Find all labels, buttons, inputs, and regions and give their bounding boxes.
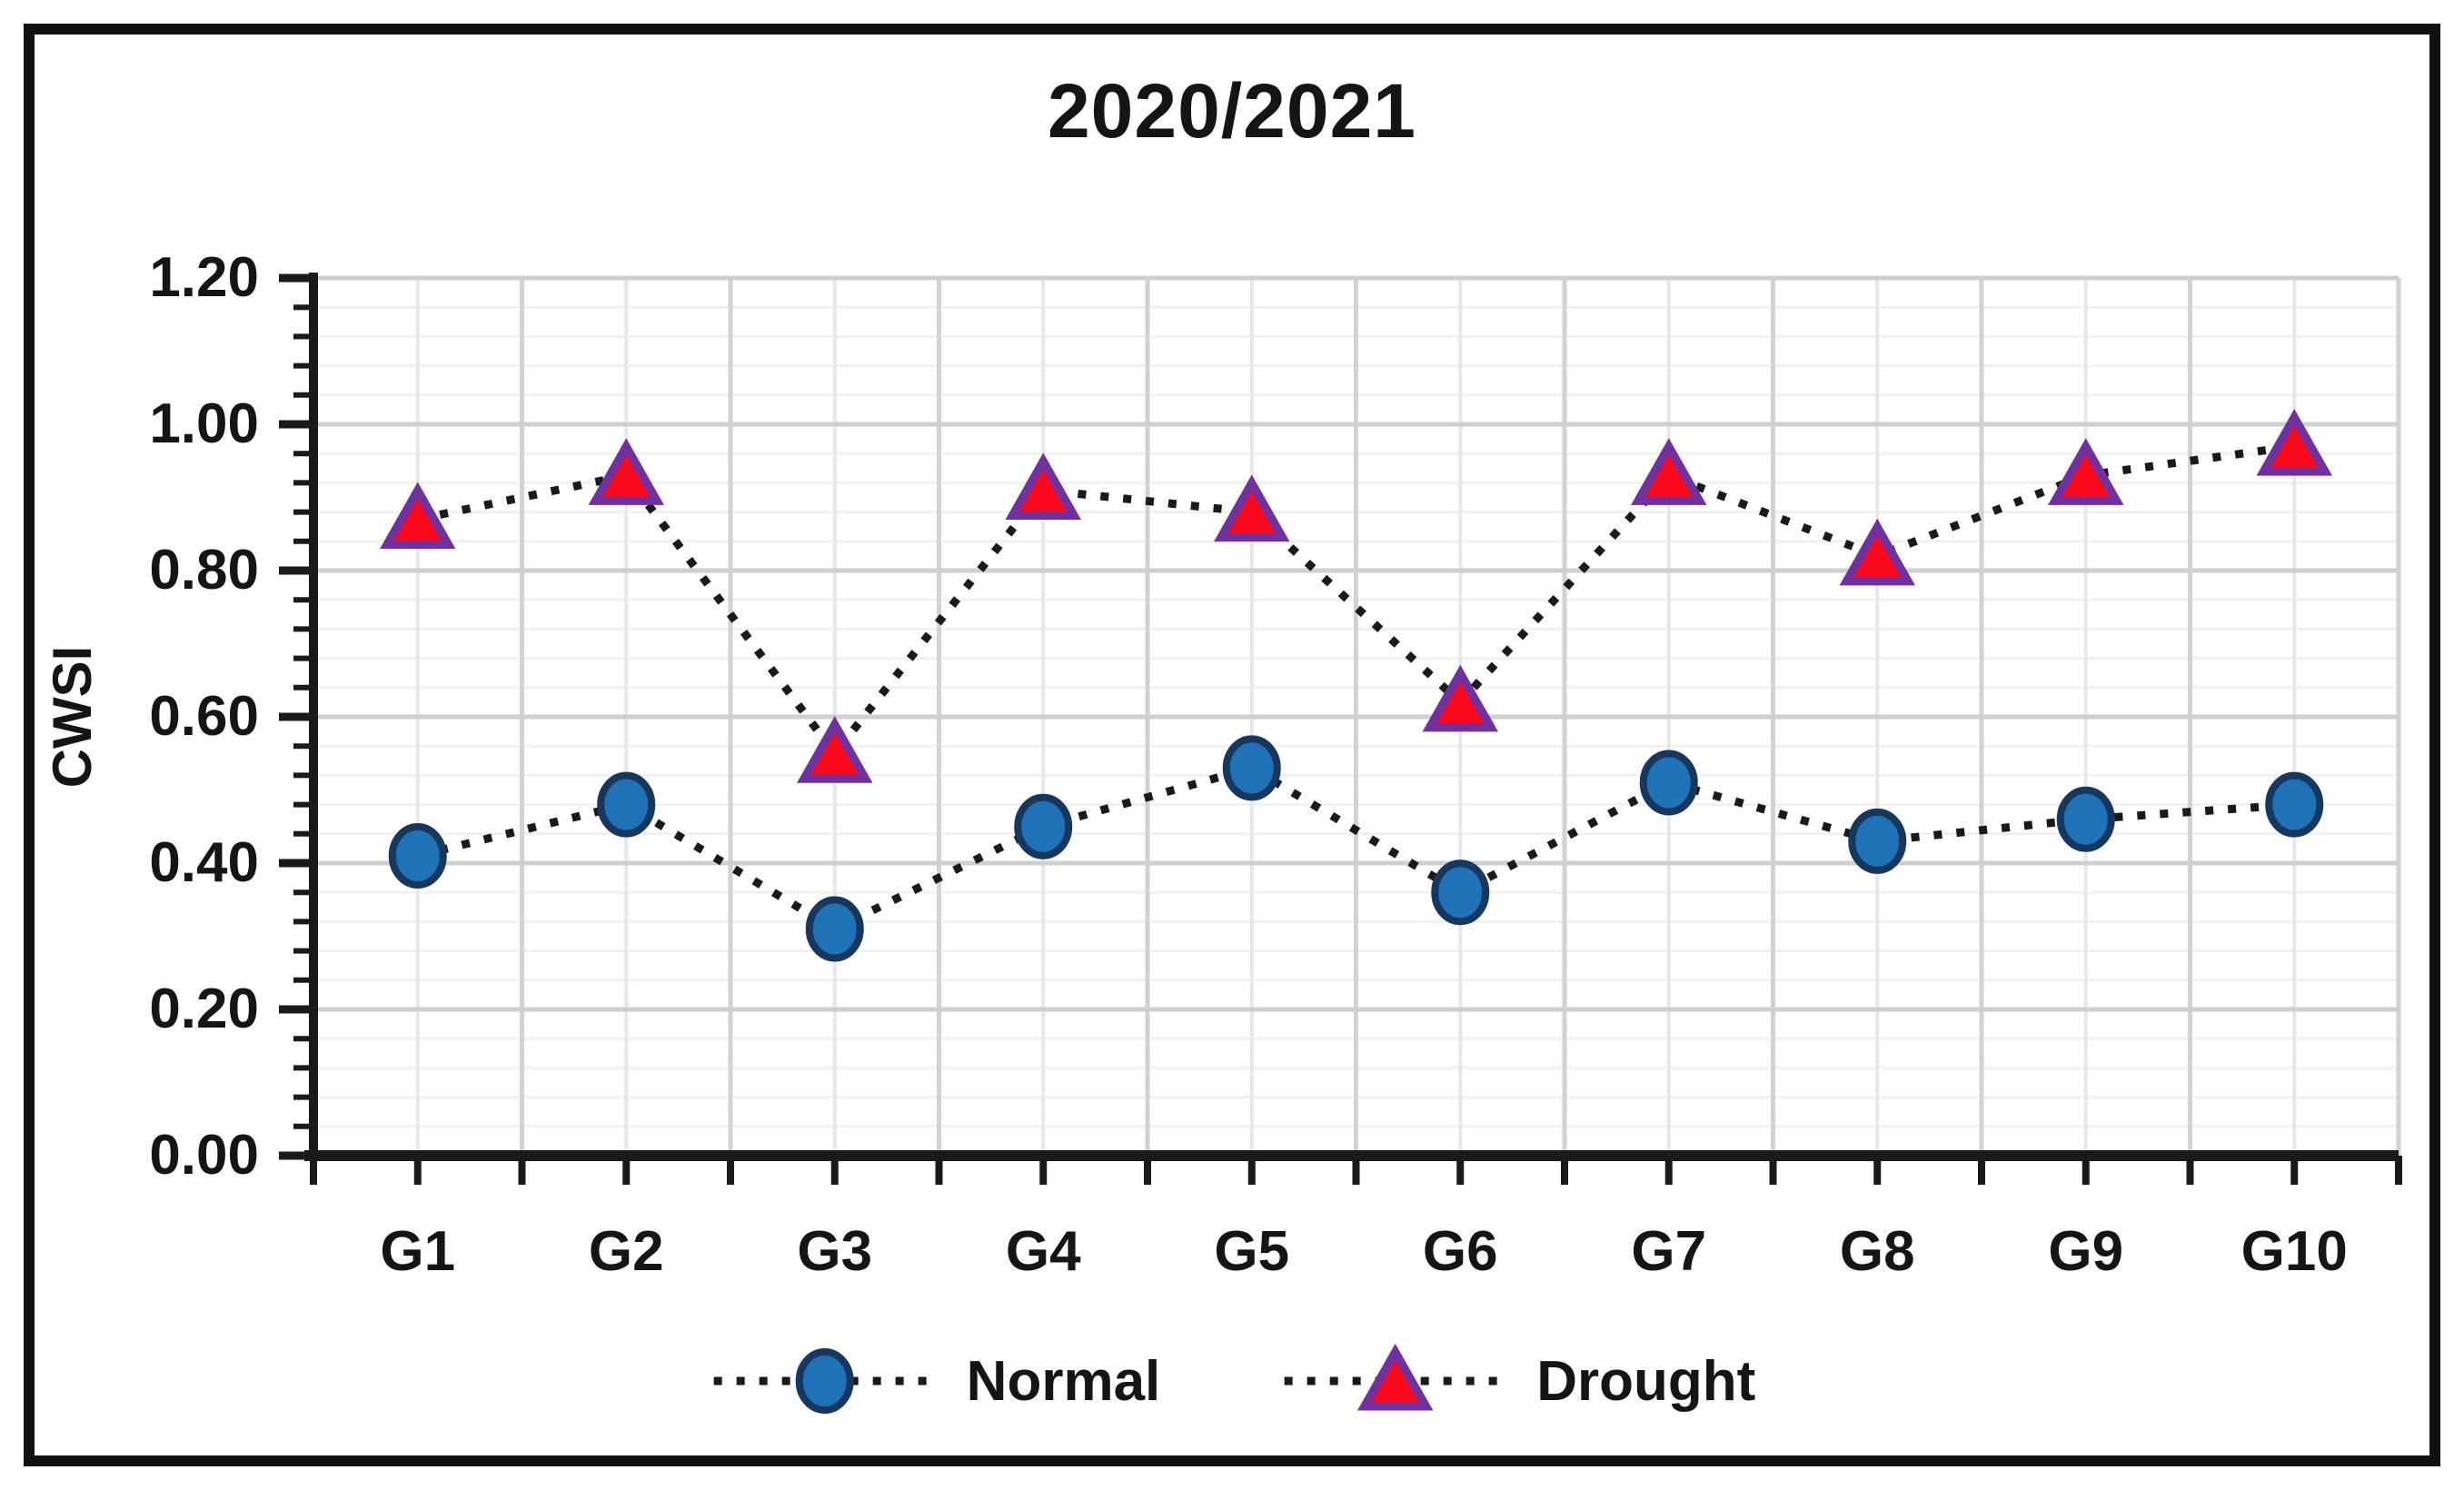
drought-marker xyxy=(1214,474,1290,542)
drought-series-marker-icon xyxy=(1284,1343,1506,1411)
normal-marker xyxy=(388,822,447,889)
legend-item-normal: Normal xyxy=(709,1343,1161,1419)
legend-circle-marker xyxy=(795,1348,854,1414)
normal-marker xyxy=(2056,786,2115,852)
x-axis-category-label: G5 xyxy=(1214,1220,1289,1283)
normal-marker xyxy=(2265,771,2324,838)
x-axis-category-label: G7 xyxy=(1631,1220,1706,1283)
y-axis-tick-label: 0.40 xyxy=(149,831,259,894)
normal-marker xyxy=(1222,735,1281,801)
normal-marker xyxy=(1639,750,1698,816)
normal-marker xyxy=(1014,793,1073,859)
drought-marker xyxy=(588,438,664,505)
x-axis-category-label: G9 xyxy=(2048,1220,2123,1283)
drought-marker xyxy=(1839,518,1915,586)
x-axis-category-label: G3 xyxy=(797,1220,872,1283)
normal-marker xyxy=(1848,808,1907,874)
legend-label-normal: Normal xyxy=(966,1349,1161,1413)
drought-marker xyxy=(797,716,873,783)
chart-title: 2020/2021 xyxy=(1047,68,1417,154)
y-axis-tick-label: 0.20 xyxy=(149,978,259,1040)
legend-label-drought: Drought xyxy=(1536,1349,1756,1413)
drought-marker xyxy=(2048,438,2124,505)
x-axis-category-label: G4 xyxy=(1006,1220,1081,1283)
y-axis-tick-label: 0.80 xyxy=(149,539,259,601)
legend: Normal Drought xyxy=(709,1343,1755,1419)
normal-series-marker-icon xyxy=(713,1348,936,1414)
normal-marker xyxy=(597,771,656,838)
x-axis-category-label: G6 xyxy=(1423,1220,1498,1283)
x-axis-category-label: G2 xyxy=(589,1220,664,1283)
drought-marker xyxy=(1005,452,1081,520)
y-axis-tick-label: 0.60 xyxy=(149,685,259,748)
y-axis-tick-label: 1.00 xyxy=(149,392,259,455)
x-axis-category-label: G8 xyxy=(1840,1220,1915,1283)
legend-triangle-marker xyxy=(1356,1343,1434,1411)
normal-series-line xyxy=(416,763,2295,934)
drought-marker xyxy=(1422,664,1498,732)
drought-marker xyxy=(1631,438,1707,505)
y-axis-tick-label: 1.20 xyxy=(149,246,259,309)
normal-marker xyxy=(1431,859,1490,926)
y-axis-title: CWSI xyxy=(42,646,103,789)
y-axis-tick-label: 0.00 xyxy=(149,1124,259,1187)
drought-marker xyxy=(380,482,456,550)
drought-marker xyxy=(2256,409,2332,476)
x-axis-category-label: G1 xyxy=(380,1220,455,1283)
x-axis-category-label: G10 xyxy=(2241,1220,2348,1283)
legend-item-drought: Drought xyxy=(1278,1343,1755,1419)
normal-marker xyxy=(805,896,864,962)
drought-series-line xyxy=(416,442,2295,760)
